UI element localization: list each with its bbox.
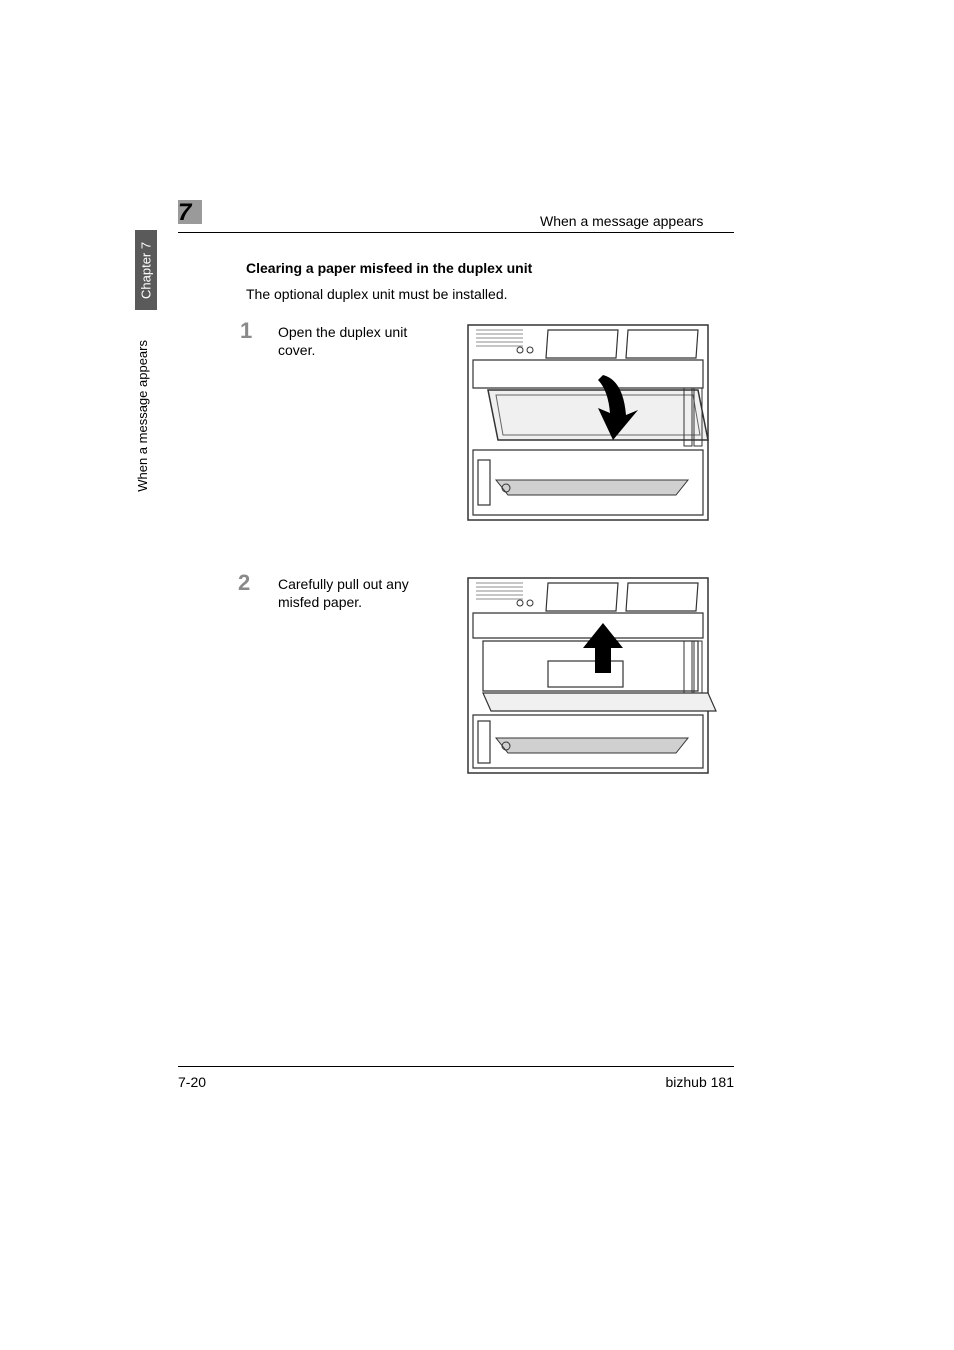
step-text: Open the duplex unit cover. — [278, 323, 428, 359]
intro-text: The optional duplex unit must be install… — [246, 286, 508, 302]
header-rule — [178, 232, 734, 233]
section-title: Clearing a paper misfeed in the duplex u… — [246, 260, 532, 276]
footer-rule — [178, 1066, 734, 1067]
step-text: Carefully pull out any misfed paper. — [278, 575, 438, 611]
running-head: When a message appears — [540, 213, 703, 229]
duplex-open-illustration — [448, 320, 724, 530]
pull-paper-illustration — [448, 573, 724, 783]
chapter-number: 7 — [178, 199, 191, 227]
step-number: 1 — [240, 318, 252, 344]
section-vertical-label: When a message appears — [135, 340, 157, 492]
footer-model: bizhub 181 — [665, 1074, 734, 1090]
step-number: 2 — [238, 570, 250, 596]
sidebar: Chapter 7 When a message appears — [135, 230, 165, 530]
chapter-tab: Chapter 7 — [135, 230, 157, 310]
footer-page-number: 7-20 — [178, 1074, 206, 1090]
